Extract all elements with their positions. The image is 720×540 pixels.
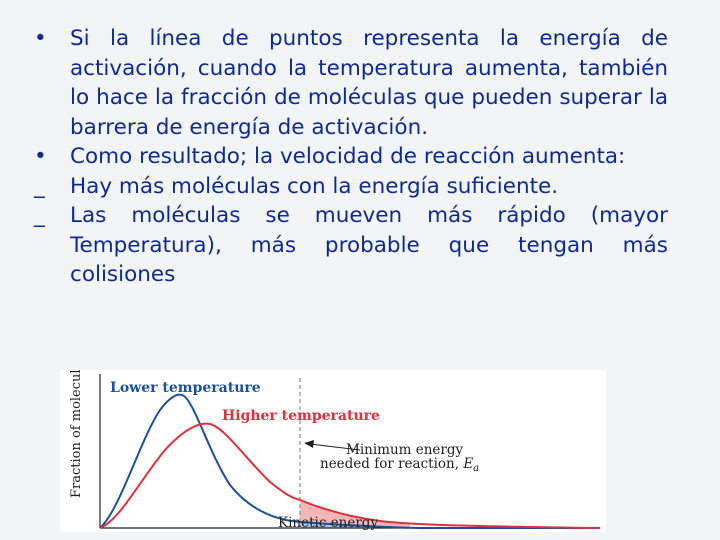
dash-text: Hay más moléculas con la energía suficie… xyxy=(70,173,559,199)
annotation-arrow xyxy=(309,443,361,451)
annotation-line-2: needed for reaction, Ea xyxy=(320,456,479,474)
x-axis-label: Kinetic energy xyxy=(278,515,378,531)
dash-mark: _ xyxy=(34,173,45,199)
y-axis-label: Fraction of molecules xyxy=(69,370,84,498)
bullet-mark: • xyxy=(34,144,47,169)
energy-distribution-chart: Lower temperature Higher temperature Min… xyxy=(69,370,601,531)
bullet-result: • Como resultado; la velocidad de reacció… xyxy=(34,142,668,172)
bullet-text: Como resultado; la velocidad de reacción… xyxy=(70,144,626,169)
series-label-higher: Higher temperature xyxy=(222,408,380,424)
annotation-symbol: E xyxy=(462,456,473,472)
energy-distribution-figure: Lower temperature Higher temperature Min… xyxy=(60,370,606,532)
higher-temperature-tail-fill xyxy=(300,500,410,528)
annotation-line-2-text: needed for reaction, xyxy=(320,456,463,472)
dash-item-collisions: _ Las moléculas se mueven más rápido (may… xyxy=(34,201,668,290)
bullet-activation: • Si la línea de puntos representa la ene… xyxy=(34,24,668,142)
annotation-symbol-subscript: a xyxy=(473,463,479,474)
annotation-arrow-head xyxy=(304,440,314,448)
bullet-mark: • xyxy=(34,26,47,51)
bullet-text: Si la línea de puntos representa la ener… xyxy=(70,26,668,140)
dash-item-energy: _ Hay más moléculas con la energía sufici… xyxy=(34,172,668,202)
higher-temperature-curve xyxy=(99,422,601,529)
slide-text: • Si la línea de puntos representa la ene… xyxy=(34,24,668,290)
lower-temperature-tail-fill xyxy=(300,522,410,528)
dash-text: Las moléculas se mueven más rápido (mayo… xyxy=(70,203,668,287)
series-label-lower: Lower temperature xyxy=(110,380,261,396)
lower-temperature-curve xyxy=(99,393,600,529)
dash-mark: _ xyxy=(34,203,45,228)
annotation-line-1: Minimum energy xyxy=(346,442,464,458)
